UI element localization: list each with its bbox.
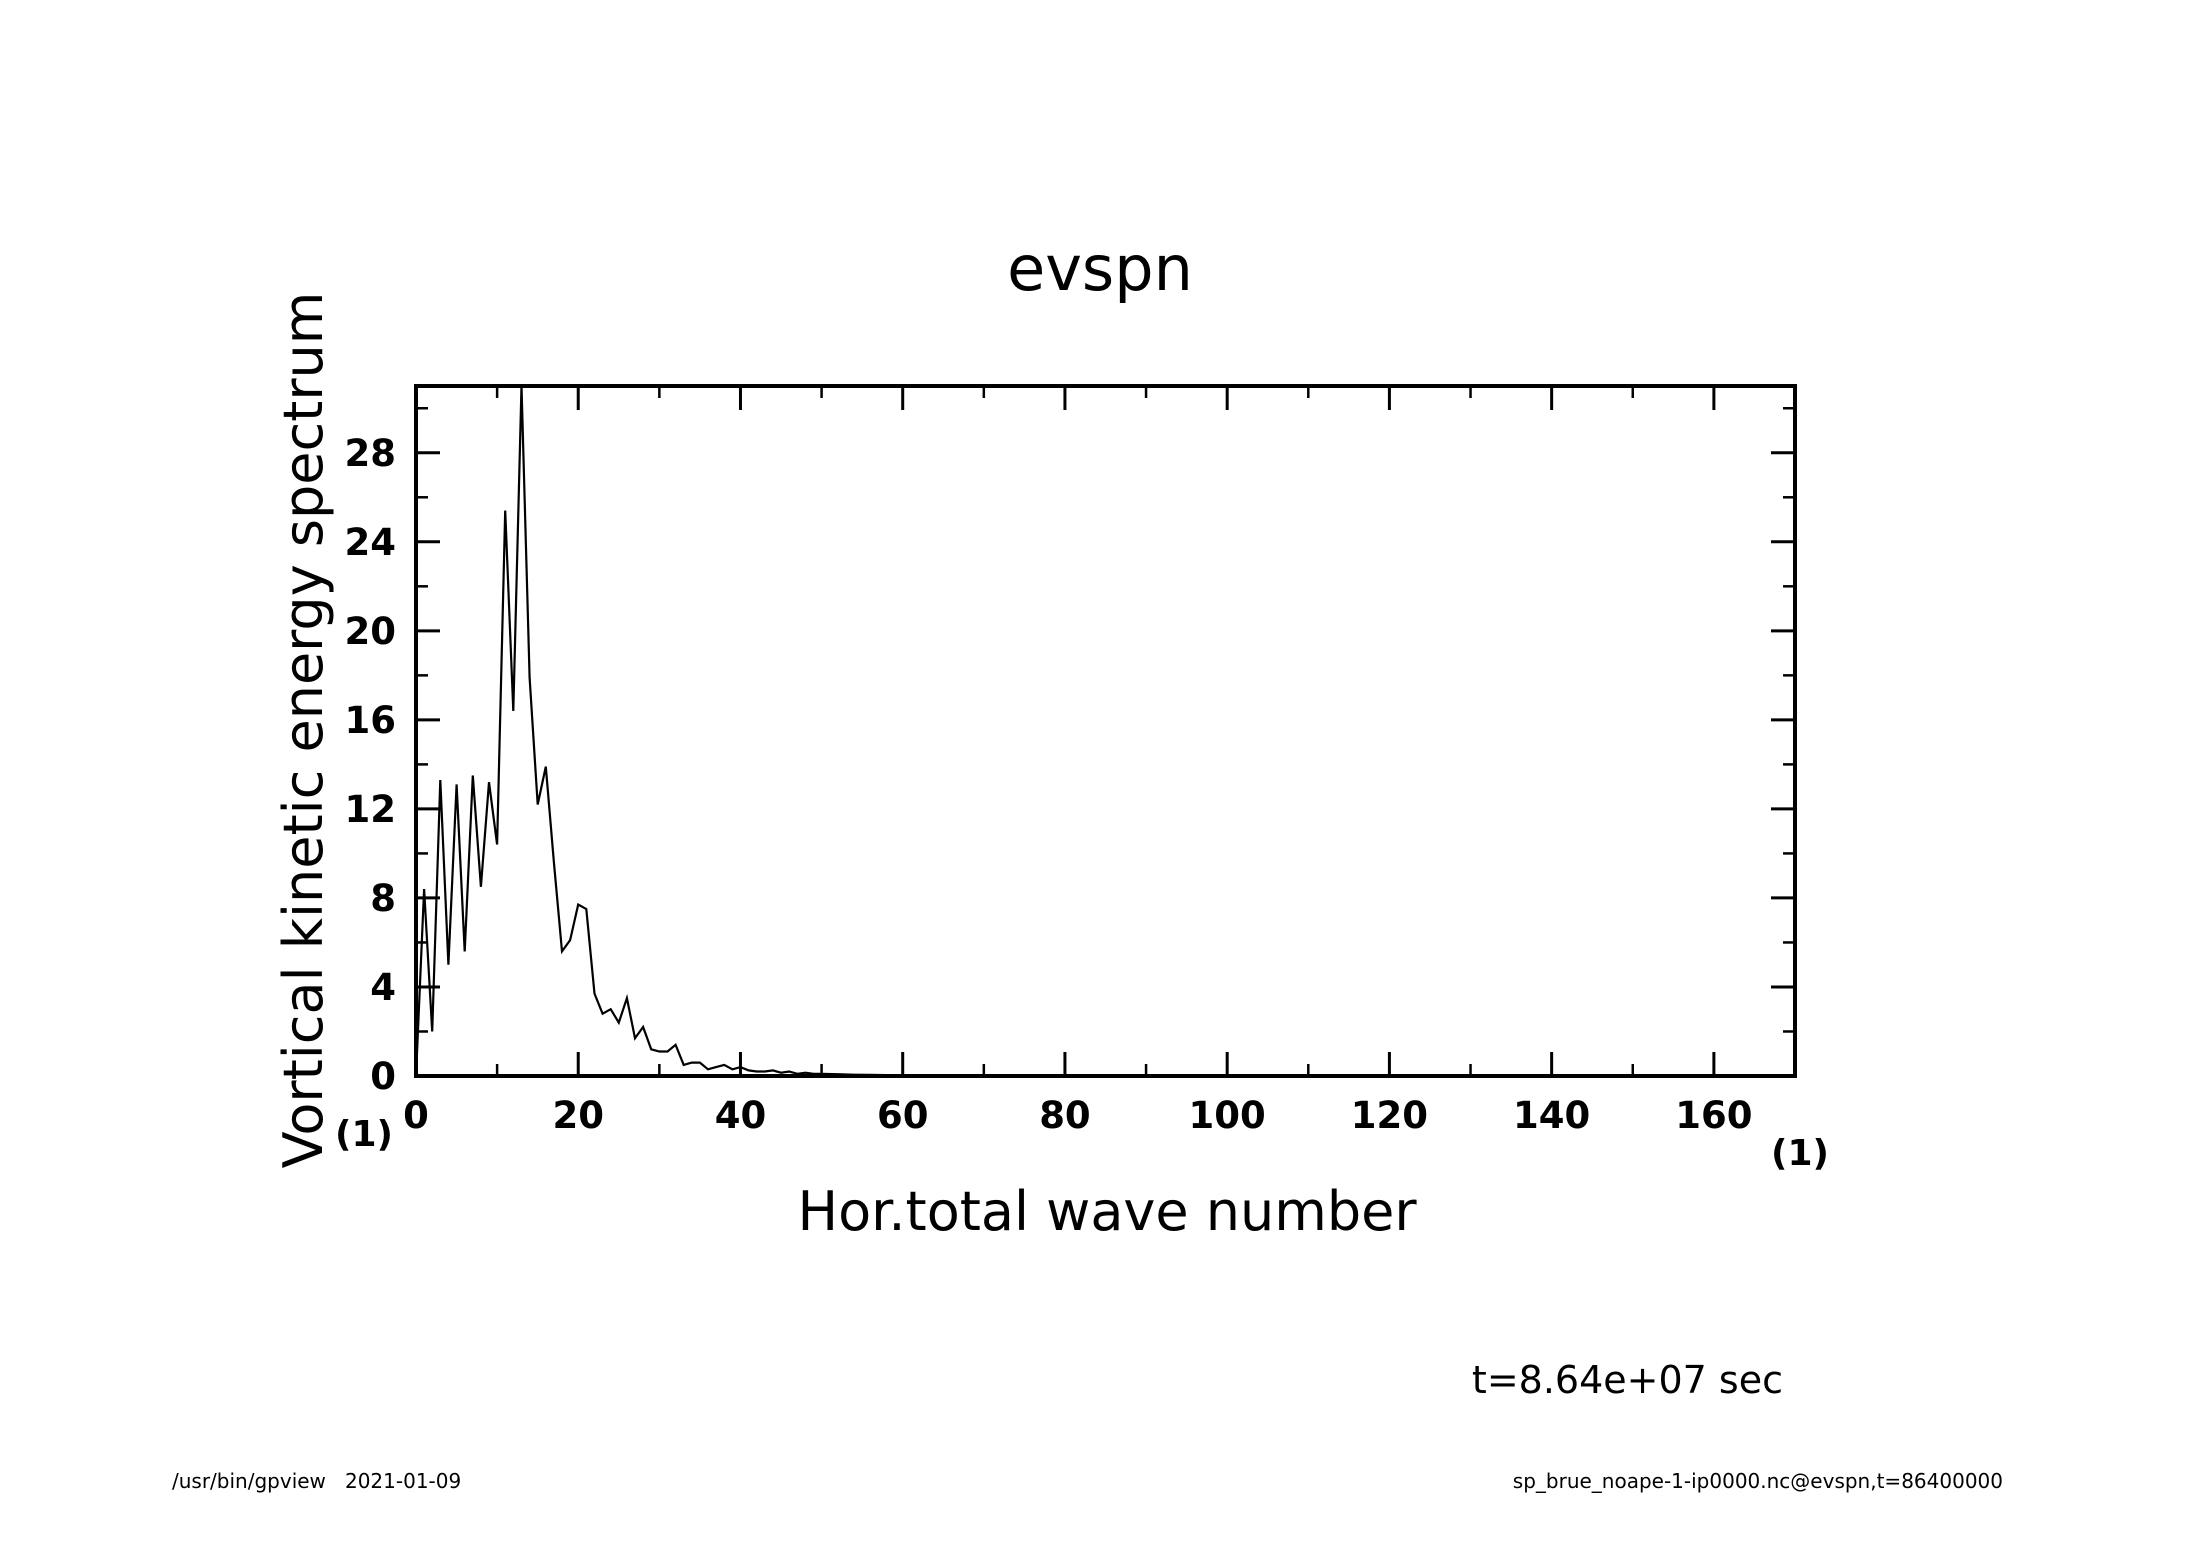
y-tick-label: 28 [345,432,397,475]
y-tick-label: 20 [345,610,397,653]
x-tick-label: 0 [403,1094,429,1137]
x-tick-label: 120 [1351,1094,1428,1137]
x-tick-label: 80 [1039,1094,1091,1137]
x-tick-label: 160 [1675,1094,1752,1137]
plot-frame [414,384,1797,1078]
y-axis-label: Vortical kinetic energy spectrum [272,292,335,1169]
footer-left: /usr/bin/gpview 2021-01-09 [172,1469,461,1493]
plot-area [414,384,1797,1078]
x-axis-label: Hor.total wave number [797,1180,1417,1243]
x-tick-label: 60 [877,1094,929,1137]
axis-ticks [414,386,1795,1078]
y-tick-label: 4 [370,966,396,1009]
y-axis-unit: (1) [335,1114,393,1155]
x-axis-unit: (1) [1771,1133,1829,1174]
x-tick-label: 140 [1513,1094,1590,1137]
timestamp-label: t=8.64e+07 sec [1472,1358,1783,1402]
footer-right: sp_brue_noape-1-ip0000.nc@evspn,t=864000… [1513,1469,2003,1493]
y-tick-label: 16 [345,699,397,742]
y-tick-label: 8 [370,877,396,920]
y-tick-label: 24 [345,521,397,564]
x-tick-label: 20 [552,1094,604,1137]
y-tick-label: 12 [345,788,397,831]
x-tick-label: 40 [715,1094,767,1137]
y-tick-label: 0 [370,1055,396,1098]
x-tick-label: 100 [1189,1094,1266,1137]
chart-title: evspn [1007,232,1193,305]
tick-labels: 0 20 40 60 80 100 120 140 160 0 4 8 12 16 20 24 28 [345,432,1753,1137]
